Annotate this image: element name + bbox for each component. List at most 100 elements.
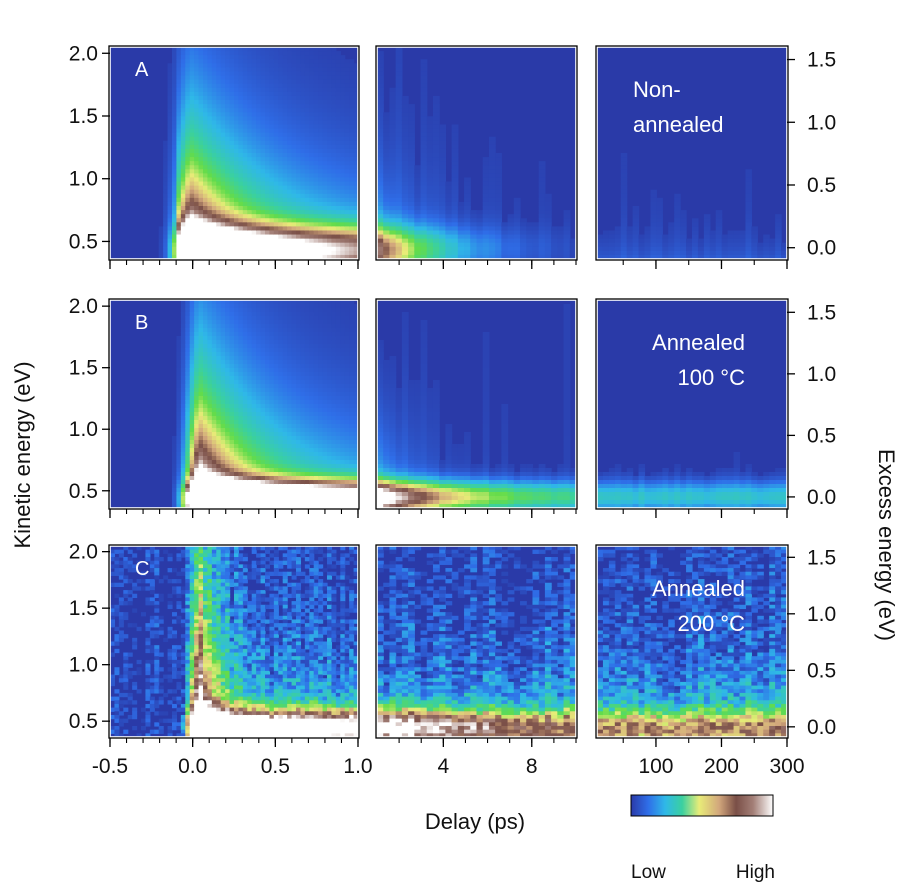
heatmap-cell: [353, 153, 359, 158]
heatmap-cell: [242, 412, 248, 417]
heatmap-cell: [650, 210, 657, 215]
heatmap-cell: [733, 254, 741, 260]
heatmap-cell: [242, 91, 248, 97]
heatmap-cell: [238, 222, 244, 227]
heatmap-cell: [287, 157, 293, 162]
heatmap-cell: [282, 230, 288, 236]
heatmap-cell: [242, 169, 248, 174]
heatmap-cell: [313, 416, 319, 421]
heatmap-cell: [234, 500, 240, 505]
heatmap-cell: [273, 336, 279, 341]
heatmap-cell: [733, 238, 741, 244]
heatmap-cell: [269, 75, 275, 81]
heatmap-cell: [377, 120, 384, 126]
heatmap-cell: [247, 388, 253, 393]
heatmap-cell: [216, 120, 222, 126]
heatmap-cell: [229, 108, 235, 113]
heatmap-cell: [304, 222, 310, 227]
heatmap-cell: [401, 140, 409, 146]
heatmap-cell: [256, 140, 262, 146]
heatmap-cell: [220, 396, 226, 401]
heatmap-cell: [265, 67, 271, 73]
heatmap-cell: [420, 197, 428, 203]
heatmap-cell: [432, 189, 440, 195]
heatmap-cell: [457, 250, 465, 256]
heatmap-cell: [383, 161, 391, 166]
heatmap-cell: [282, 112, 288, 117]
heatmap-cell: [335, 242, 341, 248]
heatmap-cell: [273, 120, 279, 126]
heatmap-cell: [349, 169, 355, 174]
heatmap-cell: [269, 500, 275, 505]
heatmap-cell: [300, 416, 306, 421]
heatmap-cell: [602, 246, 610, 252]
heatmap-cell: [198, 67, 204, 73]
heatmap-cell: [269, 136, 275, 142]
heatmap-cell: [335, 63, 341, 68]
heatmap-cell: [211, 488, 217, 493]
heatmap-cell: [172, 472, 178, 477]
heatmap-cell: [697, 238, 705, 244]
heatmap-cell: [395, 104, 403, 109]
heatmap-cell: [331, 189, 337, 195]
heatmap-cell: [260, 460, 266, 465]
heatmap-cell: [234, 153, 240, 158]
heatmap-cell: [287, 246, 293, 252]
heatmap-cell: [709, 238, 717, 244]
heatmap-cell: [331, 165, 337, 170]
heatmap-cell: [340, 234, 346, 240]
heatmap-cell: [207, 144, 213, 150]
heatmap-cell: [538, 193, 546, 199]
heatmap-cell: [327, 79, 333, 85]
heatmap-cell: [180, 328, 186, 333]
heatmap-cell: [207, 128, 213, 134]
heatmap-cell: [242, 234, 248, 240]
heatmap-cell: [313, 332, 319, 337]
heatmap-cell: [745, 181, 752, 187]
heatmap-cell: [238, 112, 244, 117]
heatmap-cell: [282, 340, 288, 345]
heatmap-cell: [163, 181, 169, 187]
heatmap-cell: [313, 396, 319, 401]
heatmap-cell: [172, 173, 178, 179]
heatmap-cell: [273, 100, 279, 105]
heatmap-cell: [260, 476, 266, 481]
heatmap-cell: [318, 71, 324, 77]
heatmap-cell: [203, 392, 209, 397]
heatmap-cell: [383, 210, 391, 215]
heatmap-cell: [172, 254, 178, 260]
heatmap-cell: [408, 197, 415, 203]
heatmap-cell: [353, 67, 359, 73]
heatmap-cell: [260, 128, 266, 134]
heatmap-cell: [242, 226, 248, 232]
heatmap-cell: [194, 384, 200, 389]
heatmap-cell: [557, 242, 565, 248]
heatmap-cell: [198, 316, 204, 321]
heatmap-cell: [207, 388, 213, 393]
heatmap-cell: [163, 201, 169, 207]
heatmap-cell: [194, 226, 200, 232]
heatmap-cell: [273, 372, 279, 377]
heatmap-cell: [242, 420, 248, 425]
heatmap-cell: [207, 444, 213, 449]
heatmap-cell: [282, 444, 288, 449]
heatmap-cell: [745, 201, 752, 207]
heatmap-cell: [389, 254, 397, 260]
heatmap-cell: [445, 185, 453, 191]
heatmap-cell: [414, 230, 422, 236]
heatmap-cell: [203, 104, 209, 109]
heatmap-cell: [189, 364, 195, 369]
heatmap-cell: [180, 214, 186, 219]
heatmap-cell: [238, 436, 244, 441]
heatmap-cell: [296, 352, 302, 357]
heatmap-cell: [273, 384, 279, 389]
heatmap-cell: [216, 87, 222, 93]
heatmap-cell: [401, 246, 409, 252]
heatmap-cell: [377, 148, 384, 154]
heatmap-cell: [401, 197, 409, 203]
heatmap-cell: [211, 484, 217, 489]
heatmap-cell: [247, 336, 253, 341]
heatmap-cell: [304, 380, 310, 385]
heatmap-cell: [198, 201, 204, 207]
heatmap-cell: [278, 234, 284, 240]
